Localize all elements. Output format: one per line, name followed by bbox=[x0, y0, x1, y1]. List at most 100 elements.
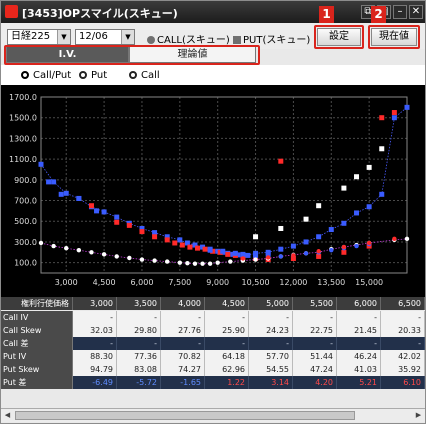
data-point-square bbox=[114, 219, 120, 225]
data-point-square bbox=[379, 146, 385, 152]
table-cell: 41.03 bbox=[337, 363, 381, 376]
y-tick-label: 1100.0 bbox=[9, 155, 37, 164]
data-point-square bbox=[354, 174, 360, 180]
settings-button[interactable]: 設定 bbox=[317, 28, 361, 46]
data-point-square bbox=[354, 210, 360, 216]
data-point-circle bbox=[354, 243, 359, 249]
index-select[interactable]: 日経225 ▼ bbox=[7, 29, 71, 45]
data-point-circle bbox=[341, 244, 347, 250]
data-point-square bbox=[278, 225, 284, 231]
radio-put[interactable]: Put bbox=[79, 70, 107, 81]
data-point-square bbox=[207, 247, 213, 253]
data-point-circle bbox=[64, 245, 69, 251]
data-point-circle bbox=[329, 248, 334, 253]
data-point-square bbox=[303, 216, 309, 222]
horizontal-scrollbar[interactable]: ◀ ▶ bbox=[1, 408, 425, 422]
table-cell: 42.02 bbox=[381, 350, 425, 363]
data-point-square bbox=[94, 208, 100, 214]
table-cell: 46.24 bbox=[337, 350, 381, 363]
data-point-circle bbox=[404, 236, 410, 242]
radio-call[interactable]: Call bbox=[129, 70, 160, 81]
callout-2: 2 bbox=[371, 6, 386, 23]
y-tick-label: 700.0 bbox=[14, 197, 37, 206]
table-cell: - bbox=[249, 337, 293, 350]
radio-callput[interactable]: Call/Put bbox=[21, 70, 71, 81]
highlight-box-2 bbox=[368, 25, 420, 49]
data-point-square bbox=[366, 164, 372, 170]
column-header: 6,500 bbox=[381, 297, 425, 310]
table-cell: 70.82 bbox=[161, 350, 205, 363]
table-cell: 64.18 bbox=[205, 350, 249, 363]
table-cell: 94.79 bbox=[73, 363, 117, 376]
row-label: Call Skew bbox=[1, 324, 73, 337]
data-point-square bbox=[152, 230, 158, 236]
series-radio-row: Call/Put Put Call bbox=[1, 65, 425, 85]
table-cell: 47.24 bbox=[293, 363, 337, 376]
column-header: 3,000 bbox=[73, 297, 117, 310]
table-cell: - bbox=[73, 337, 117, 350]
data-point-square bbox=[391, 115, 397, 121]
data-point-circle bbox=[185, 260, 190, 266]
x-tick-label: 6,000 bbox=[131, 278, 154, 287]
table-cell: 83.08 bbox=[117, 363, 161, 376]
column-header-strike: 権利行使価格 bbox=[1, 297, 73, 310]
scroll-right-icon[interactable]: ▶ bbox=[415, 411, 422, 419]
table-cell: 4.20 bbox=[293, 376, 337, 389]
table-header-row: 権利行使価格 3,000 3,500 4,000 4,500 5,000 5,500 6,00… bbox=[1, 297, 425, 310]
chevron-down-icon: ▼ bbox=[121, 30, 134, 44]
data-point-square bbox=[316, 253, 322, 259]
table-cell: 27.76 bbox=[161, 324, 205, 337]
data-point-square bbox=[51, 179, 57, 185]
month-select-value: 12/06 bbox=[79, 31, 108, 42]
data-point-square bbox=[225, 251, 231, 257]
current-value-button[interactable]: 現在値 bbox=[371, 28, 417, 46]
data-point-square bbox=[58, 191, 64, 197]
table-cell: - bbox=[73, 311, 117, 324]
data-point-square bbox=[230, 251, 236, 257]
legend-put: PUT(スキュー) bbox=[233, 31, 310, 46]
table-cell: - bbox=[293, 311, 337, 324]
data-point-square bbox=[177, 237, 183, 243]
table-cell: 25.90 bbox=[205, 324, 249, 337]
column-header: 3,500 bbox=[117, 297, 161, 310]
data-point-circle bbox=[291, 253, 296, 258]
data-point-square bbox=[200, 244, 206, 250]
table-cell: 3.14 bbox=[249, 376, 293, 389]
data-point-square bbox=[290, 243, 296, 249]
data-point-circle bbox=[215, 260, 220, 265]
close-icon[interactable]: ✕ bbox=[409, 5, 423, 19]
callout-1: 1 bbox=[319, 6, 334, 23]
data-point-square bbox=[63, 190, 69, 196]
data-point-circle bbox=[114, 254, 119, 259]
legend-call-label: CALL(スキュー) bbox=[157, 35, 230, 46]
month-select[interactable]: 12/06 ▼ bbox=[75, 29, 135, 45]
data-point-square bbox=[101, 209, 107, 215]
data-point-circle bbox=[366, 240, 372, 246]
table-cell: 1.22 bbox=[205, 376, 249, 389]
data-point-square bbox=[88, 203, 94, 209]
title-bar[interactable]: [3453]OPスマイル(スキュー) ⧉ ▣ – ✕ bbox=[1, 1, 425, 23]
data-point-circle bbox=[76, 248, 82, 253]
data-point-square bbox=[404, 104, 410, 110]
data-point-circle bbox=[127, 255, 132, 261]
index-select-value: 日経225 bbox=[11, 31, 51, 42]
table-cell: 57.70 bbox=[249, 350, 293, 363]
table-cell: -1.65 bbox=[161, 376, 205, 389]
data-point-circle bbox=[265, 255, 271, 260]
data-point-circle bbox=[101, 252, 107, 257]
data-point-square bbox=[253, 252, 259, 258]
x-tick-label: 13,500 bbox=[317, 278, 345, 287]
scroll-left-icon[interactable]: ◀ bbox=[4, 411, 11, 419]
square-icon bbox=[233, 36, 241, 44]
table-cell: 29.80 bbox=[117, 324, 161, 337]
data-point-square bbox=[210, 248, 216, 254]
data-point-square bbox=[164, 234, 170, 240]
table-cell: - bbox=[161, 311, 205, 324]
scrollbar-thumb[interactable] bbox=[15, 411, 355, 420]
data-point-circle bbox=[240, 256, 246, 261]
minimize-icon[interactable]: – bbox=[393, 5, 407, 19]
data-point-square bbox=[194, 245, 200, 251]
plot-frame bbox=[40, 96, 408, 274]
table-row: Put IV 88.30 77.36 70.82 64.18 57.70 51.44 46.2… bbox=[1, 350, 425, 363]
